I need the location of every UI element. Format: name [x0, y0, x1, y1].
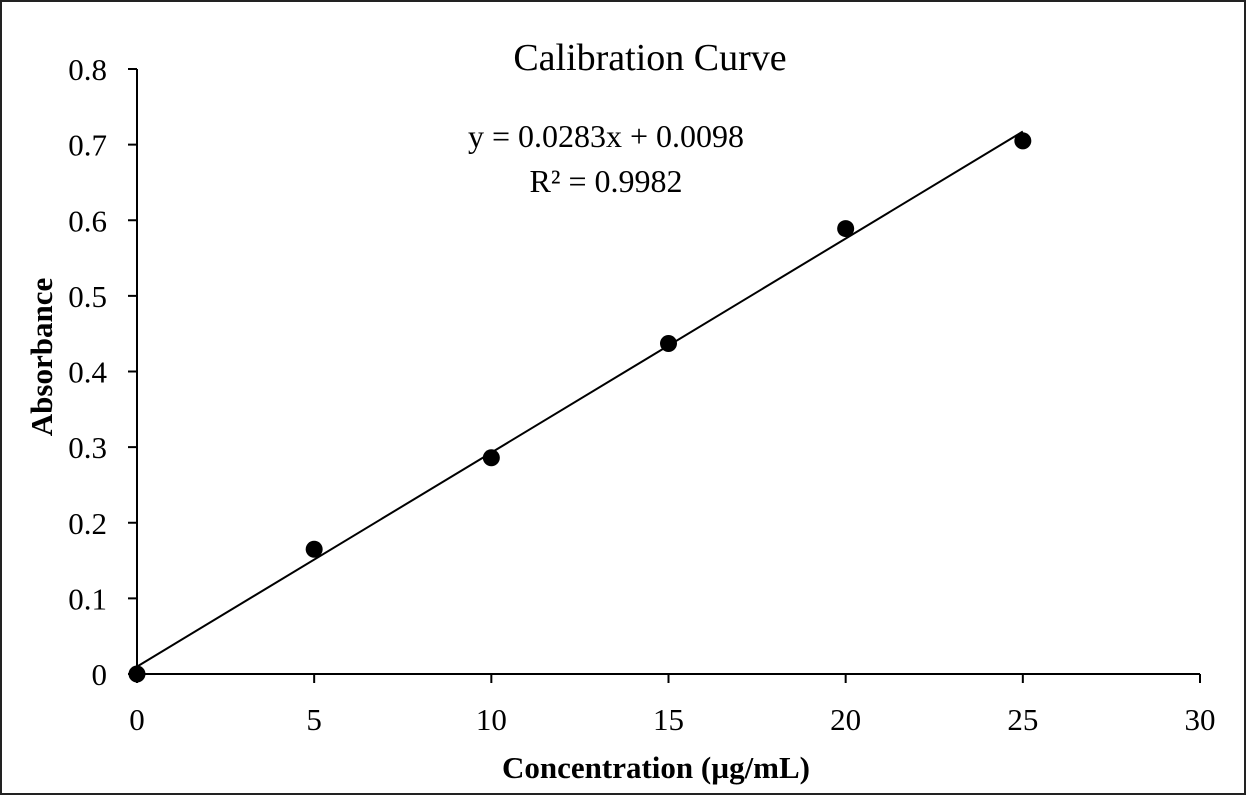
y-tick-label: 0.4	[68, 355, 107, 390]
x-axis-label: Concentration (µg/mL)	[502, 750, 810, 785]
chart-title: Calibration Curve	[513, 37, 786, 79]
y-tick-label: 0.2	[68, 506, 107, 541]
x-tick-label: 10	[476, 702, 507, 737]
data-point	[305, 540, 323, 558]
trendline	[136, 130, 1024, 668]
y-tick-label: 0.6	[68, 203, 107, 238]
x-tick-label: 0	[129, 702, 145, 737]
trendline-equation: y = 0.0283x + 0.0098	[468, 118, 744, 154]
data-point	[837, 220, 855, 238]
y-tick-label: 0.3	[68, 430, 107, 465]
x-axis-ticks: 0 5 10 15 20 25 30	[129, 674, 1216, 737]
y-axis-label: Absorbance	[24, 278, 59, 436]
y-tick-label: 0.7	[68, 128, 107, 163]
y-tick-label: 0	[92, 657, 108, 692]
x-tick-label: 5	[306, 702, 322, 737]
x-tick-label: 15	[653, 702, 684, 737]
data-point	[660, 335, 677, 353]
data-points	[128, 132, 1032, 683]
x-tick-label: 20	[830, 702, 861, 737]
y-tick-label: 0.1	[68, 581, 107, 616]
r-squared-label: R² = 0.9982	[530, 163, 683, 199]
x-tick-label: 30	[1185, 702, 1216, 737]
x-tick-label: 25	[1007, 702, 1038, 737]
y-tick-label: 0.8	[68, 52, 107, 87]
data-point	[1014, 132, 1032, 150]
y-axis-ticks: 0 0.1 0.2 0.3 0.4 0.5 0.6 0.7 0.8	[68, 52, 137, 692]
axes	[136, 69, 1200, 675]
trendline-group	[136, 130, 1024, 668]
data-point	[128, 665, 146, 683]
y-tick-label: 0.5	[68, 279, 107, 314]
data-point	[482, 449, 500, 467]
